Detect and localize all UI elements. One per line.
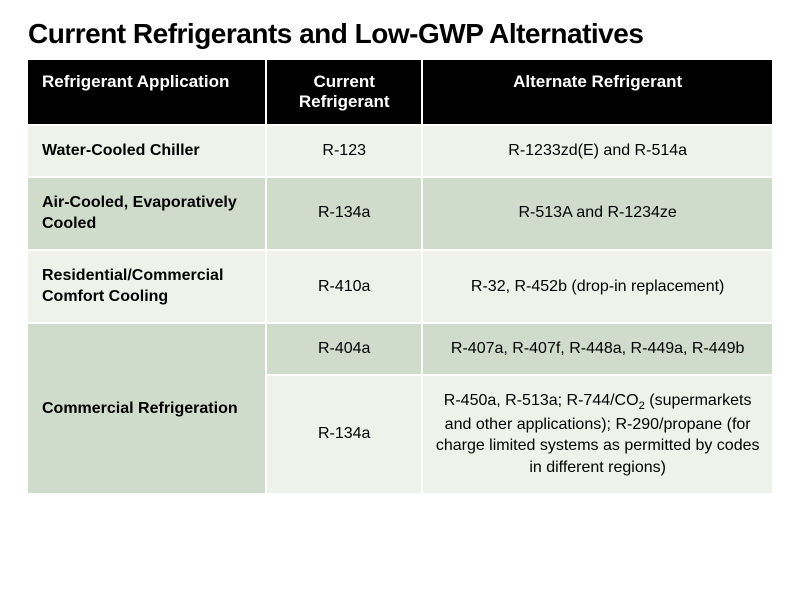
cell-current: R-404a (266, 323, 422, 375)
table-row: Commercial Refrigeration R-404a R-407a, … (28, 323, 772, 375)
cell-current: R-410a (266, 250, 422, 323)
cell-application: Commercial Refrigeration (28, 323, 266, 493)
header-application: Refrigerant Application (28, 60, 266, 125)
header-alternate: Alternate Refrigerant (422, 60, 772, 125)
table-row: Air-Cooled, Evaporatively Cooled R-134a … (28, 177, 772, 250)
cell-current: R-123 (266, 125, 422, 177)
table-header-row: Refrigerant Application Current Refriger… (28, 60, 772, 125)
header-current: Current Refrigerant (266, 60, 422, 125)
cell-current: R-134a (266, 375, 422, 493)
cell-alternate: R-407a, R-407f, R-448a, R-449a, R-449b (422, 323, 772, 375)
cell-alternate: R-450a, R-513a; R-744/CO2 (supermarkets … (422, 375, 772, 493)
cell-alternate: R-1233zd(E) and R-514a (422, 125, 772, 177)
refrigerant-table: Refrigerant Application Current Refriger… (28, 60, 772, 493)
cell-alternate: R-32, R-452b (drop-in replacement) (422, 250, 772, 323)
cell-application: Air-Cooled, Evaporatively Cooled (28, 177, 266, 250)
cell-application: Water-Cooled Chiller (28, 125, 266, 177)
table-row: Residential/Commercial Comfort Cooling R… (28, 250, 772, 323)
page-title: Current Refrigerants and Low-GWP Alterna… (28, 18, 772, 50)
table-row: Water-Cooled Chiller R-123 R-1233zd(E) a… (28, 125, 772, 177)
cell-application: Residential/Commercial Comfort Cooling (28, 250, 266, 323)
cell-alternate: R-513A and R-1234ze (422, 177, 772, 250)
cell-current: R-134a (266, 177, 422, 250)
